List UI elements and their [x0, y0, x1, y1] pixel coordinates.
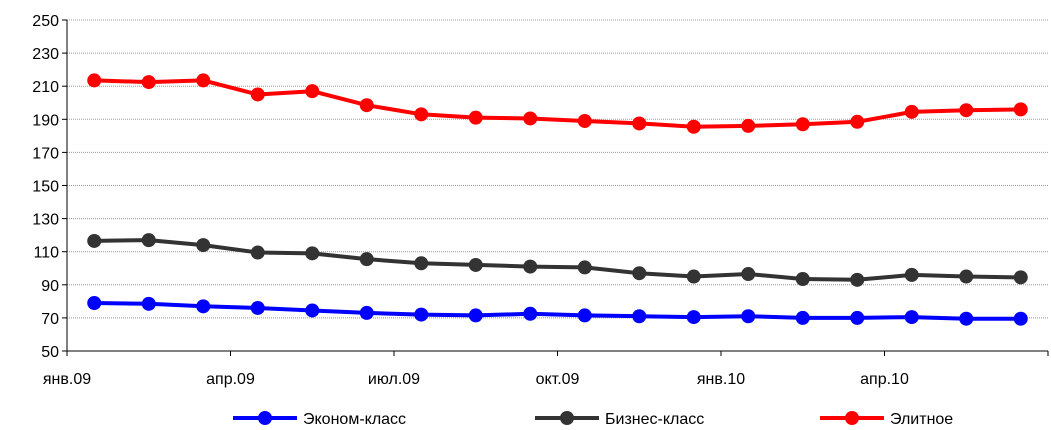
data-point: [632, 116, 647, 131]
data-point: [359, 305, 374, 320]
legend-marker: [560, 411, 574, 425]
data-point: [795, 117, 810, 132]
x-axis-ticks: янв.09 апр.09 июл.09 окт.09 янв.10 апр.10: [43, 351, 1049, 388]
data-point: [523, 259, 538, 274]
y-tick-label: 110: [33, 245, 59, 262]
data-point: [686, 119, 701, 134]
y-tick-label: 90: [41, 278, 59, 295]
x-tick-label: апр.10: [860, 371, 909, 388]
data-point: [741, 309, 756, 324]
data-point: [632, 309, 647, 324]
series-3: [87, 73, 1028, 134]
data-point: [414, 107, 429, 122]
data-point: [196, 238, 211, 253]
data-point: [141, 75, 156, 90]
series-group: [87, 73, 1028, 326]
data-point: [904, 310, 919, 325]
data-point: [305, 84, 320, 99]
legend-label: Эконом-класс: [303, 411, 406, 428]
data-point: [87, 73, 102, 88]
series-line: [94, 238, 1021, 282]
data-point: [741, 267, 756, 282]
series-1: [87, 296, 1028, 326]
data-point: [904, 267, 919, 282]
data-point: [959, 269, 974, 284]
data-point: [196, 299, 211, 314]
data-point: [87, 233, 102, 248]
data-point: [795, 272, 810, 287]
y-tick-label: 230: [32, 46, 59, 63]
x-tick-label: янв.10: [697, 371, 745, 388]
grid-lines: [67, 19, 1048, 319]
y-axis-ticks: 50 70 90 110 130 150 170 190 210 230 250: [32, 13, 67, 361]
data-point: [141, 233, 156, 248]
legend-marker: [258, 411, 272, 425]
data-point: [250, 245, 265, 260]
legend-marker: [845, 411, 859, 425]
y-tick-label: 210: [32, 79, 59, 96]
data-point: [468, 308, 483, 323]
data-point: [87, 296, 102, 311]
data-point: [359, 98, 374, 113]
y-tick-label: 190: [32, 112, 59, 129]
legend-item: Эконом-класс: [233, 411, 406, 428]
data-point: [1013, 102, 1028, 117]
series-line: [94, 301, 1021, 321]
data-point: [959, 103, 974, 118]
data-point: [686, 310, 701, 325]
data-point: [414, 307, 429, 322]
data-point: [577, 308, 592, 323]
data-point: [686, 269, 701, 284]
data-point: [795, 310, 810, 325]
legend-label: Бизнес-класс: [605, 411, 704, 428]
data-point: [305, 246, 320, 261]
series-2: [87, 233, 1028, 287]
data-point: [577, 260, 592, 275]
legend: Эконом-класс Бизнес-класс Элитное: [233, 411, 953, 428]
x-tick-label: янв.09: [43, 371, 91, 388]
data-point: [1013, 311, 1028, 326]
data-point: [523, 111, 538, 126]
legend-item: Элитное: [820, 411, 953, 428]
data-point: [141, 296, 156, 311]
data-point: [305, 303, 320, 318]
y-tick-label: 250: [32, 13, 59, 30]
series-line: [94, 78, 1021, 129]
data-point: [250, 87, 265, 102]
data-point: [196, 73, 211, 88]
data-point: [577, 113, 592, 128]
y-tick-label: 50: [41, 344, 59, 361]
data-point: [1013, 270, 1028, 285]
x-tick-label: июл.09: [368, 371, 420, 388]
data-point: [904, 104, 919, 119]
data-point: [414, 256, 429, 271]
data-point: [850, 272, 865, 287]
data-point: [959, 311, 974, 326]
data-point: [850, 114, 865, 129]
data-point: [468, 110, 483, 125]
legend-label: Элитное: [890, 411, 953, 428]
data-point: [632, 266, 647, 281]
x-tick-label: окт.09: [536, 371, 580, 388]
data-point: [250, 300, 265, 315]
y-tick-label: 150: [32, 179, 59, 196]
data-point: [523, 306, 538, 321]
y-tick-label: 130: [32, 212, 59, 229]
data-point: [850, 310, 865, 325]
data-point: [468, 257, 483, 272]
y-tick-label: 170: [32, 145, 59, 162]
legend-item: Бизнес-класс: [535, 411, 704, 428]
x-tick-label: апр.09: [206, 371, 255, 388]
y-tick-label: 70: [41, 311, 59, 328]
data-point: [359, 252, 374, 267]
data-point: [741, 118, 756, 133]
